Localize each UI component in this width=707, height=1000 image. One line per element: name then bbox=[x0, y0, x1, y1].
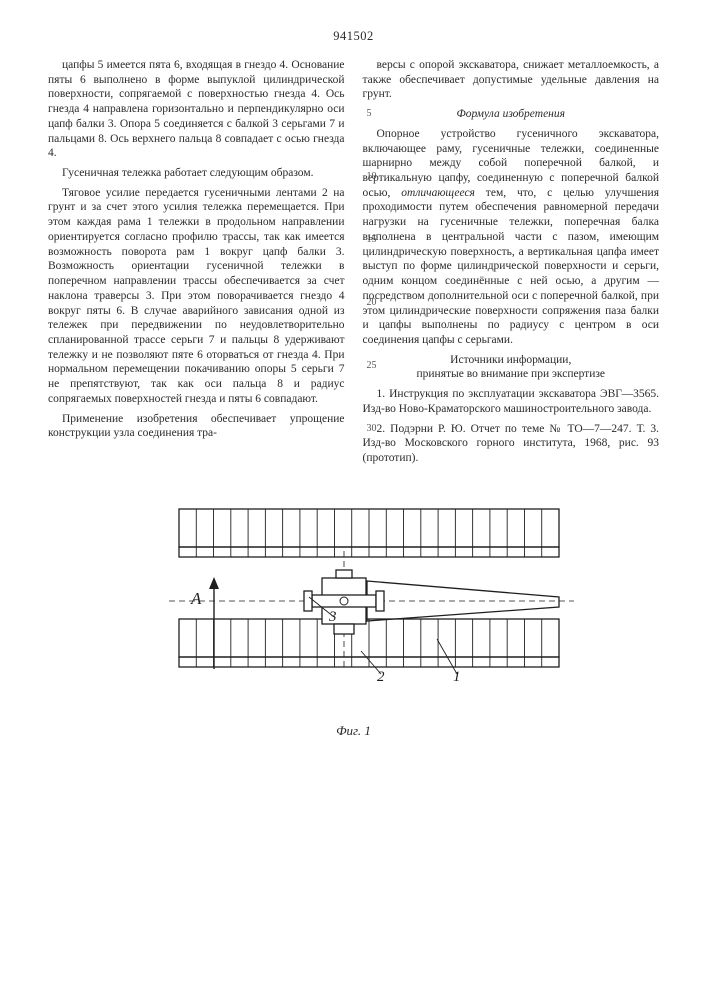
svg-text:3: 3 bbox=[328, 609, 337, 625]
figure-1-caption: Фиг. 1 bbox=[48, 723, 659, 740]
right-column: версы с опорой экскаватора, снижает мета… bbox=[363, 58, 660, 471]
sources-heading-2: принятые во внимание при экспертизе bbox=[363, 367, 660, 382]
svg-text:А: А bbox=[190, 589, 202, 608]
doc-number: 941502 bbox=[48, 28, 659, 44]
figure-1: А 3 2 1 bbox=[48, 489, 659, 719]
formula-heading: Формула изобретения bbox=[363, 107, 660, 122]
source-2: 2. Подэрни Р. Ю. Отчет по теме № ТО—7—24… bbox=[363, 422, 660, 466]
right-intro: версы с опорой экскаватора, снижает мета… bbox=[363, 58, 660, 102]
body-paragraph: Применение изобретения обеспечивает упро… bbox=[48, 412, 345, 441]
two-column-text: 51015202530 цапфы 5 имеется пята 6, вход… bbox=[48, 58, 659, 471]
body-paragraph: Тяговое усилие передается гусеничными ле… bbox=[48, 186, 345, 407]
body-paragraph: Гусеничная тележка работает следующим об… bbox=[48, 166, 345, 181]
left-column: 51015202530 цапфы 5 имеется пята 6, вход… bbox=[48, 58, 345, 471]
body-paragraph: цапфы 5 имеется пята 6, входящая в гнезд… bbox=[48, 58, 345, 161]
figure-1-svg: А 3 2 1 bbox=[119, 489, 589, 719]
svg-text:1: 1 bbox=[453, 669, 461, 685]
source-1: 1. Инструкция по эксплуатации экскаватор… bbox=[363, 387, 660, 416]
svg-text:2: 2 bbox=[377, 669, 385, 685]
formula-body: Опорное устройство гусеничного экскавато… bbox=[363, 127, 660, 348]
sources-heading-1: Источники информации, bbox=[363, 353, 660, 368]
